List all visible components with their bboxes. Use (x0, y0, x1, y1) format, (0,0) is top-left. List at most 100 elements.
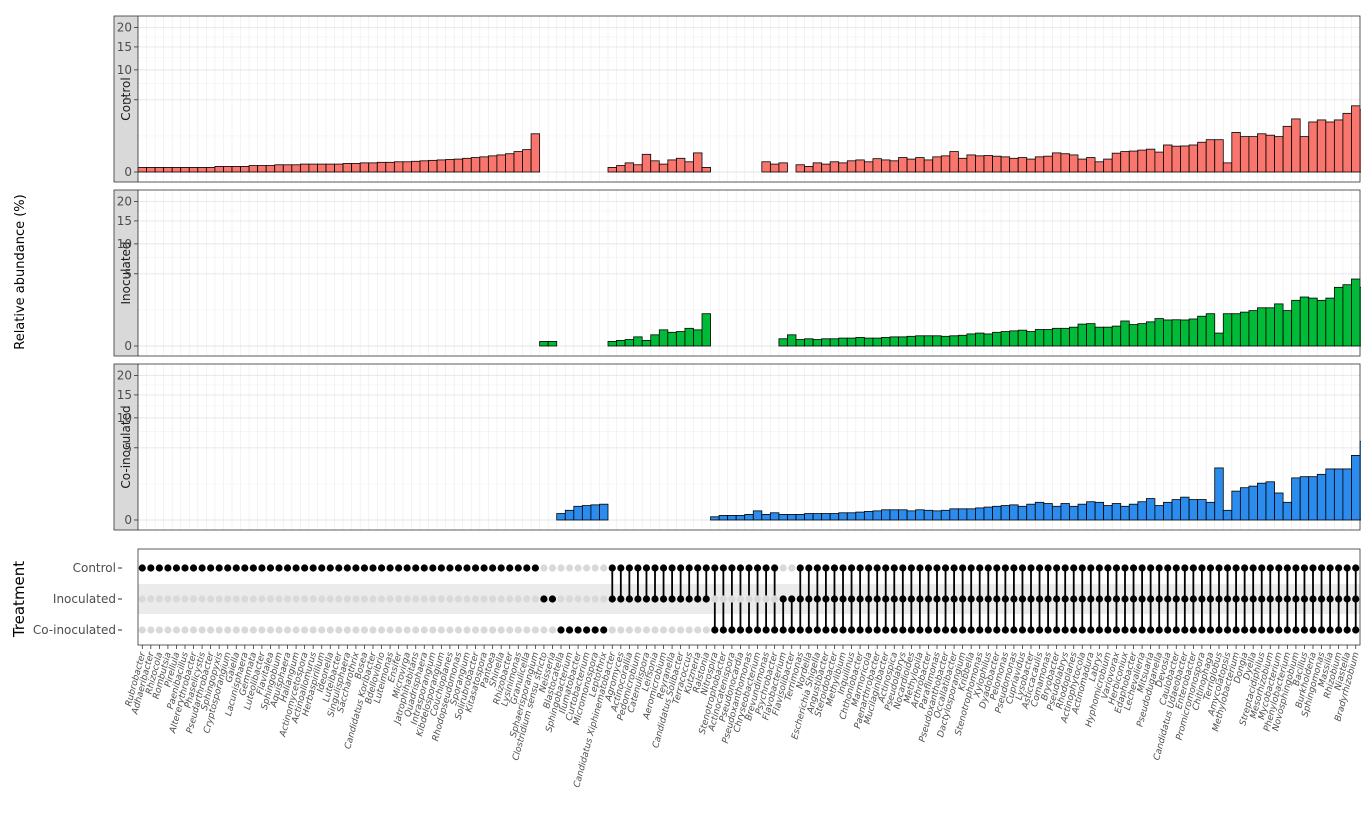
membership-dot-empty (215, 595, 223, 603)
bar (1043, 503, 1053, 521)
bar (881, 337, 891, 347)
bar (1231, 132, 1241, 173)
bar (718, 515, 729, 521)
membership-dot-filled (224, 564, 232, 572)
membership-dot-filled (1309, 626, 1317, 634)
membership-dot-filled (959, 595, 967, 603)
membership-dot-filled (1138, 564, 1146, 572)
bar (1214, 139, 1224, 173)
membership-dot-filled (1266, 626, 1274, 634)
bar (804, 338, 814, 347)
membership-dot-filled (1044, 595, 1052, 603)
membership-dot-filled (1189, 564, 1197, 572)
membership-dot-filled (215, 564, 223, 572)
membership-dot-filled (1283, 564, 1291, 572)
bar (838, 162, 848, 173)
bar (872, 510, 882, 521)
membership-dot-filled (540, 595, 548, 603)
membership-dot-filled (1001, 564, 1009, 572)
bar (163, 167, 173, 173)
membership-dot-filled (1241, 626, 1249, 634)
membership-dot-filled (1352, 626, 1360, 634)
membership-dot-filled (1317, 626, 1326, 634)
bar (1257, 307, 1267, 347)
bar (1274, 492, 1284, 521)
bar (872, 158, 882, 173)
membership-dot-filled (309, 564, 317, 572)
membership-dot-filled (292, 564, 300, 572)
membership-dot-empty (395, 595, 403, 603)
membership-dot-filled (1155, 564, 1163, 572)
membership-dot-filled (232, 564, 240, 572)
bar (915, 157, 925, 173)
membership-dot-filled (1317, 595, 1326, 603)
membership-dot-filled (1249, 595, 1257, 603)
membership-dot-filled (1070, 626, 1078, 634)
membership-dot-filled (830, 595, 839, 603)
bar (1308, 476, 1318, 521)
bar (863, 161, 874, 173)
membership-dot-filled (711, 564, 719, 572)
membership-dot-filled (976, 626, 984, 634)
membership-dot-filled (1035, 595, 1044, 603)
membership-dot-filled (753, 564, 762, 572)
bar (1051, 327, 1062, 347)
membership-dot-empty (309, 595, 317, 603)
bar (898, 336, 908, 347)
bar (1351, 455, 1361, 521)
membership-dot-empty (412, 595, 420, 603)
panel-border (137, 15, 1361, 183)
bar (180, 167, 190, 173)
bar (1103, 326, 1113, 347)
membership-dot-filled (1215, 595, 1223, 603)
membership-dot-empty (557, 595, 565, 603)
bar (1248, 310, 1258, 347)
panel-control: Control 0 5 10 15 20 (113, 15, 1361, 183)
panel-co-inoculated: Co-inoculated 0 5 10 15 20 (113, 363, 1361, 531)
bar (966, 508, 976, 521)
bar (1188, 318, 1199, 347)
membership-dot-filled (1070, 564, 1078, 572)
bar (1077, 503, 1087, 521)
membership-dot-empty (395, 626, 403, 634)
membership-dot-filled (736, 626, 745, 634)
membership-dot-empty (138, 595, 146, 603)
membership-dot-filled (164, 564, 172, 572)
bar (633, 164, 643, 173)
bar (769, 512, 780, 521)
membership-dot-filled (805, 595, 813, 603)
bar (829, 513, 840, 521)
membership-dot-filled (907, 626, 915, 634)
membership-dot-filled (1275, 595, 1283, 603)
bar (675, 157, 686, 173)
membership-dot-filled (608, 595, 616, 603)
bar (1034, 156, 1045, 173)
bar (795, 164, 805, 173)
bar (453, 158, 464, 173)
bar (154, 167, 165, 173)
bar (1342, 468, 1352, 521)
bar (1316, 299, 1327, 347)
bar (1137, 149, 1147, 173)
membership-dot-filled (1018, 564, 1027, 572)
membership-dot-empty (189, 595, 198, 603)
membership-dot-empty (275, 595, 283, 603)
membership-dot-filled (642, 595, 651, 603)
bar (325, 163, 335, 173)
membership-dot-empty (506, 626, 514, 634)
bar (1239, 487, 1250, 521)
y-tick-label: 20 (117, 369, 132, 383)
bar (983, 155, 993, 173)
membership-dot-filled (326, 564, 334, 572)
bar (829, 161, 840, 173)
membership-dot-filled (950, 595, 958, 603)
membership-dot-filled (1138, 626, 1146, 634)
membership-dot-empty (659, 626, 668, 634)
y-tick-label: 15 (117, 214, 132, 228)
bar (342, 163, 353, 173)
y-tick-label: 0 (124, 513, 132, 527)
bar (1171, 499, 1181, 521)
bar (428, 159, 438, 173)
bar (1222, 162, 1233, 173)
membership-dot-empty (583, 564, 591, 572)
